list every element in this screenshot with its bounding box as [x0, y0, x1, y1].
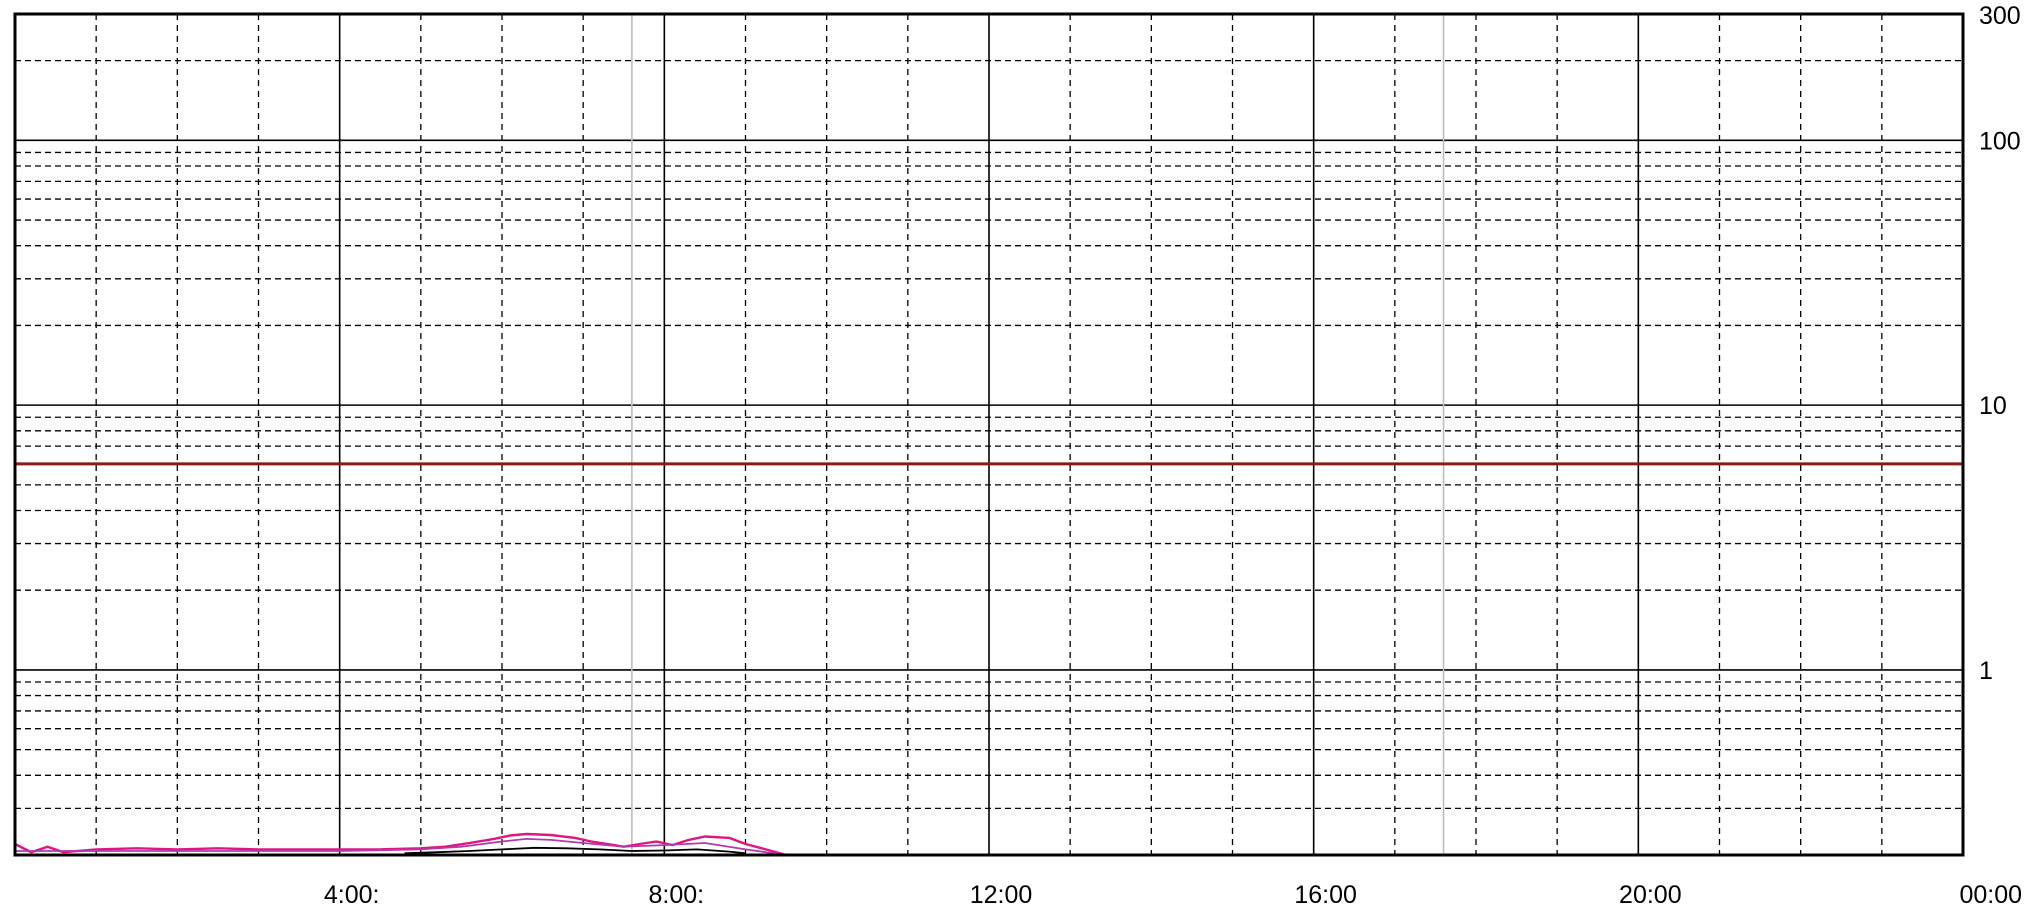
x-tick-label: 20:00: [1619, 881, 1682, 907]
highlight-vertical-lines: [631, 14, 1445, 855]
x-tick-label: 16:00: [1294, 881, 1357, 907]
y-tick-label: 1: [1979, 657, 1993, 685]
y-tick-label: 10: [1979, 392, 2007, 420]
series-lines: [14, 832, 1963, 857]
x-tick-label: 12:00: [970, 881, 1033, 907]
plot-frame: [13, 12, 1965, 857]
y-tick-label: 300: [1979, 2, 2021, 30]
x-tick-label: 8:00:: [649, 881, 705, 907]
y-axis-labels: 300 100 10 1: [1979, 2, 2021, 685]
series-line-2: [15, 838, 1963, 856]
y-tick-label: 100: [1979, 127, 2021, 155]
major-gridlines: [15, 14, 1963, 855]
series-line-1: [14, 832, 1963, 857]
x-tick-label: 4:00:: [324, 881, 380, 907]
series-line-3: [404, 846, 746, 855]
x-axis-labels: 4:00: 8:00: 12:00 16:00 20:00 00:00: [324, 881, 2022, 907]
x-tick-label: 00:00: [1959, 881, 2022, 907]
